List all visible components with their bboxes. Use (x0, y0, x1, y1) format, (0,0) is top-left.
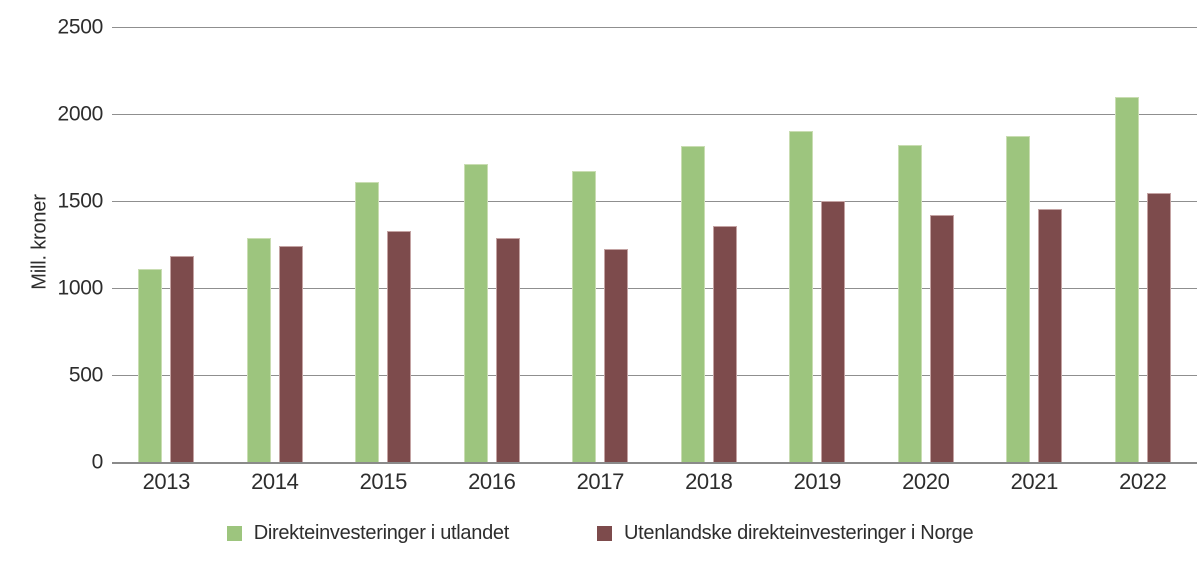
legend-item-norge: Utenlandske direkteinvesteringer i Norge (596, 522, 974, 545)
x-axis-labels: 2013 2014 2015 2016 2017 2018 2019 2020 2021 2022 (112, 469, 1197, 495)
gridline (112, 27, 1197, 28)
x-tick-label: 2019 (793, 469, 842, 494)
bar-utlandet-2016 (463, 163, 488, 462)
bar-group-2018 (680, 27, 737, 462)
y-tick-label: 0 (91, 450, 104, 474)
gridline (112, 375, 1197, 376)
y-tick-label: 2500 (57, 15, 103, 39)
bar-norge-2016 (495, 238, 520, 462)
bar-group-2014 (246, 27, 303, 462)
gridline (112, 201, 1197, 202)
bar-group-2015 (355, 27, 412, 462)
bar-norge-2019 (821, 201, 846, 462)
gridline (112, 288, 1197, 289)
x-tick-label: 2022 (1119, 469, 1167, 494)
gridline (112, 114, 1197, 115)
x-tick-label: 2013 (142, 469, 191, 494)
y-axis-tick-labels: 0 500 1000 1500 2000 2500 (0, 17, 103, 473)
x-axis-line (112, 462, 1197, 464)
legend-swatch-utlandet (226, 526, 242, 541)
bar-utlandet-2015 (355, 181, 380, 462)
bar-group-2017 (572, 27, 629, 462)
bar-utlandet-2014 (246, 238, 271, 462)
bar-norge-2021 (1038, 208, 1063, 462)
y-tick-label: 1500 (57, 189, 103, 213)
y-tick-label: 2000 (57, 102, 103, 126)
bar-group-2016 (463, 27, 520, 462)
bar-utlandet-2013 (138, 268, 163, 462)
x-tick-label: 2018 (685, 469, 733, 494)
x-tick-label: 2015 (359, 469, 408, 494)
y-tick-label: 1000 (57, 276, 103, 300)
bar-group-2019 (789, 27, 846, 462)
gridlines (112, 27, 1197, 464)
legend-label: Direkteinvesteringer i utlandet (253, 522, 510, 544)
bar-group-2021 (1006, 27, 1063, 462)
bar-utlandet-2019 (789, 130, 814, 462)
bar-utlandet-2020 (897, 145, 922, 462)
bar-norge-2018 (712, 226, 737, 462)
bar-norge-2015 (387, 230, 412, 462)
bar-group-2013 (138, 27, 195, 462)
legend-swatch-norge (596, 526, 612, 541)
bar-norge-2022 (1146, 193, 1171, 462)
x-tick-label: 2021 (1010, 469, 1059, 494)
legend-label: Utenlandske direkteinvesteringer i Norge (623, 522, 974, 544)
x-tick-label: 2016 (468, 469, 516, 494)
bar-group-2020 (897, 27, 954, 462)
bar-utlandet-2021 (1006, 135, 1031, 462)
x-tick-label: 2017 (576, 469, 625, 494)
bar-norge-2020 (929, 214, 954, 462)
bar-utlandet-2022 (1114, 97, 1139, 462)
x-tick-label: 2014 (251, 469, 299, 494)
legend-item-utlandet: Direkteinvesteringer i utlandet (226, 522, 510, 545)
plot-area (112, 27, 1197, 464)
legend: Direkteinvesteringer i utlandet Utenlands… (0, 522, 1200, 545)
bar-groups (112, 27, 1197, 462)
y-tick-label: 500 (68, 363, 103, 387)
bar-norge-2014 (278, 246, 303, 462)
bar-utlandet-2017 (572, 171, 597, 462)
bar-norge-2017 (604, 248, 629, 462)
bar-group-2022 (1114, 27, 1171, 462)
bar-norge-2013 (170, 255, 195, 462)
bar-utlandet-2018 (680, 146, 705, 462)
x-tick-label: 2020 (902, 469, 950, 494)
